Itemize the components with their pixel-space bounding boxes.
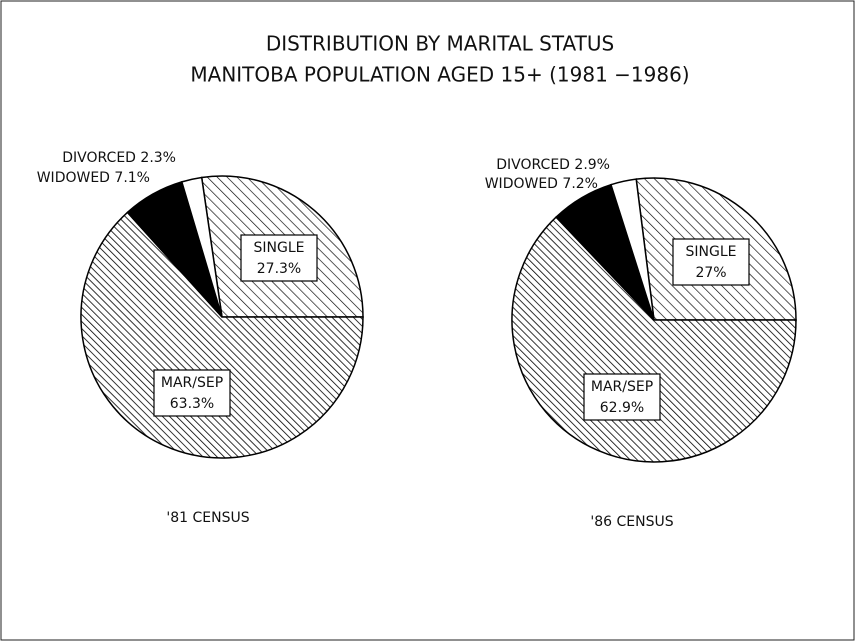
slice-label: WIDOWED 7.2%	[485, 176, 598, 192]
pie-slice	[511, 216, 797, 463]
slice-category: DIVORCED	[496, 157, 570, 173]
slice-label: MAR/SEP	[591, 379, 653, 395]
slice-value-label: 7.1%	[114, 170, 150, 186]
pie-caption: '86 CENSUS	[590, 514, 673, 530]
pie-caption: '81 CENSUS	[166, 510, 249, 526]
label-box	[153, 369, 231, 417]
slice-value-label: 2.9%	[574, 157, 610, 173]
slice-value-label: 62.9%	[600, 400, 644, 416]
label-box	[583, 373, 661, 421]
slice-category: WIDOWED	[485, 176, 558, 192]
slice-value-label: 2.3%	[140, 150, 176, 166]
slice-label: DIVORCED 2.3%	[62, 150, 176, 166]
slice-label: SINGLE	[686, 244, 737, 260]
pie-slice	[180, 176, 223, 318]
slice-value-label: 63.3%	[170, 396, 214, 412]
slice-value-label: 27.3%	[257, 261, 301, 277]
slice-category: DIVORCED	[62, 150, 136, 166]
chart-subtitle: MANITOBA POPULATION AGED 15+ (1981 −1986…	[190, 63, 689, 87]
slice-value-label: 27%	[695, 265, 726, 281]
label-box	[240, 234, 318, 282]
chart-title: DISTRIBUTION BY MARITAL STATUS	[266, 32, 614, 56]
slice-label: DIVORCED 2.9%	[496, 157, 610, 173]
label-box	[672, 238, 750, 286]
slice-label: MAR/SEP	[161, 375, 223, 391]
slice-value-label: 7.2%	[562, 176, 598, 192]
slice-label: SINGLE	[254, 240, 305, 256]
pie-slice	[610, 178, 655, 321]
slice-label: WIDOWED 7.1%	[37, 170, 150, 186]
slice-category: WIDOWED	[37, 170, 110, 186]
pie-slice	[80, 211, 364, 459]
